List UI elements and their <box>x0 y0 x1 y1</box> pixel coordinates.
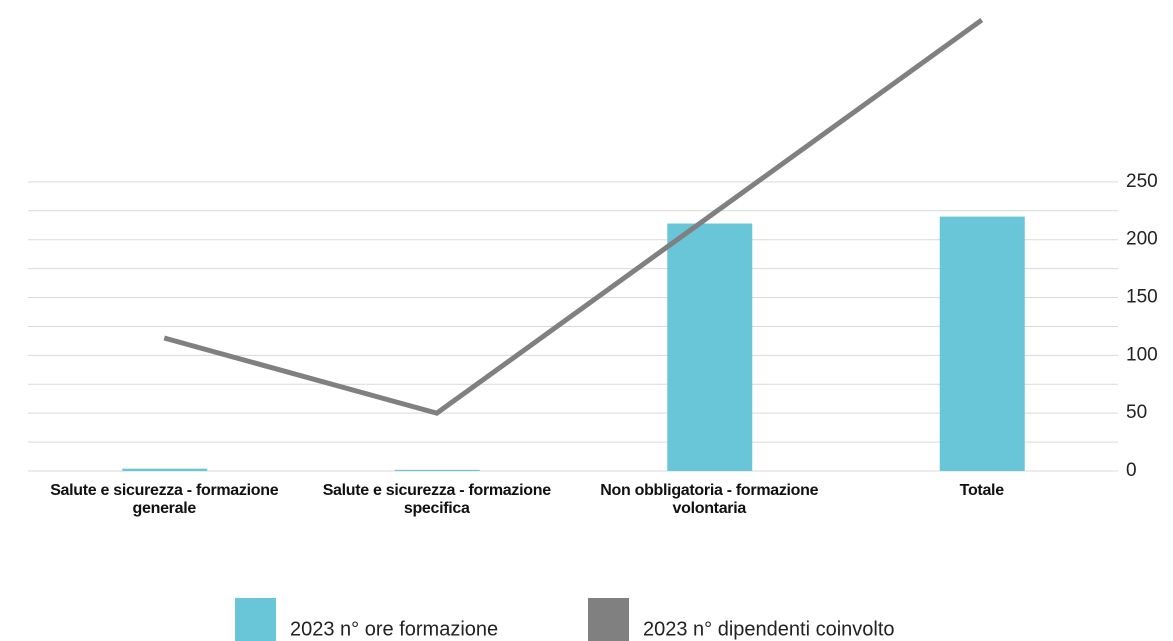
legend-label: 2023 n° dipendenti coinvolto <box>643 618 895 640</box>
y-tick-label: 50 <box>1126 402 1147 423</box>
legend-swatch <box>235 598 276 641</box>
legend-label: 2023 n° ore formazione <box>290 618 498 640</box>
x-tick-label: Salute e sicurezza - formazione specific… <box>322 482 551 517</box>
bar <box>122 468 208 471</box>
x-tick-label: Totale <box>959 482 1004 499</box>
y-tick-label: 100 <box>1126 344 1158 365</box>
y-tick-label: 250 <box>1126 171 1158 192</box>
line <box>163 17 984 416</box>
bar <box>939 216 1025 471</box>
x-tick-label: Non obbligatoria - formazione volontaria <box>600 482 819 517</box>
bar <box>394 469 480 471</box>
legend-swatch <box>588 598 629 641</box>
x-tick-label: Salute e sicurezza - formazione generale <box>50 482 279 517</box>
y-tick-label: 0 <box>1126 460 1137 481</box>
y-tick-label: 150 <box>1126 287 1158 308</box>
y-tick-label: 200 <box>1126 229 1158 250</box>
bar <box>667 223 753 471</box>
